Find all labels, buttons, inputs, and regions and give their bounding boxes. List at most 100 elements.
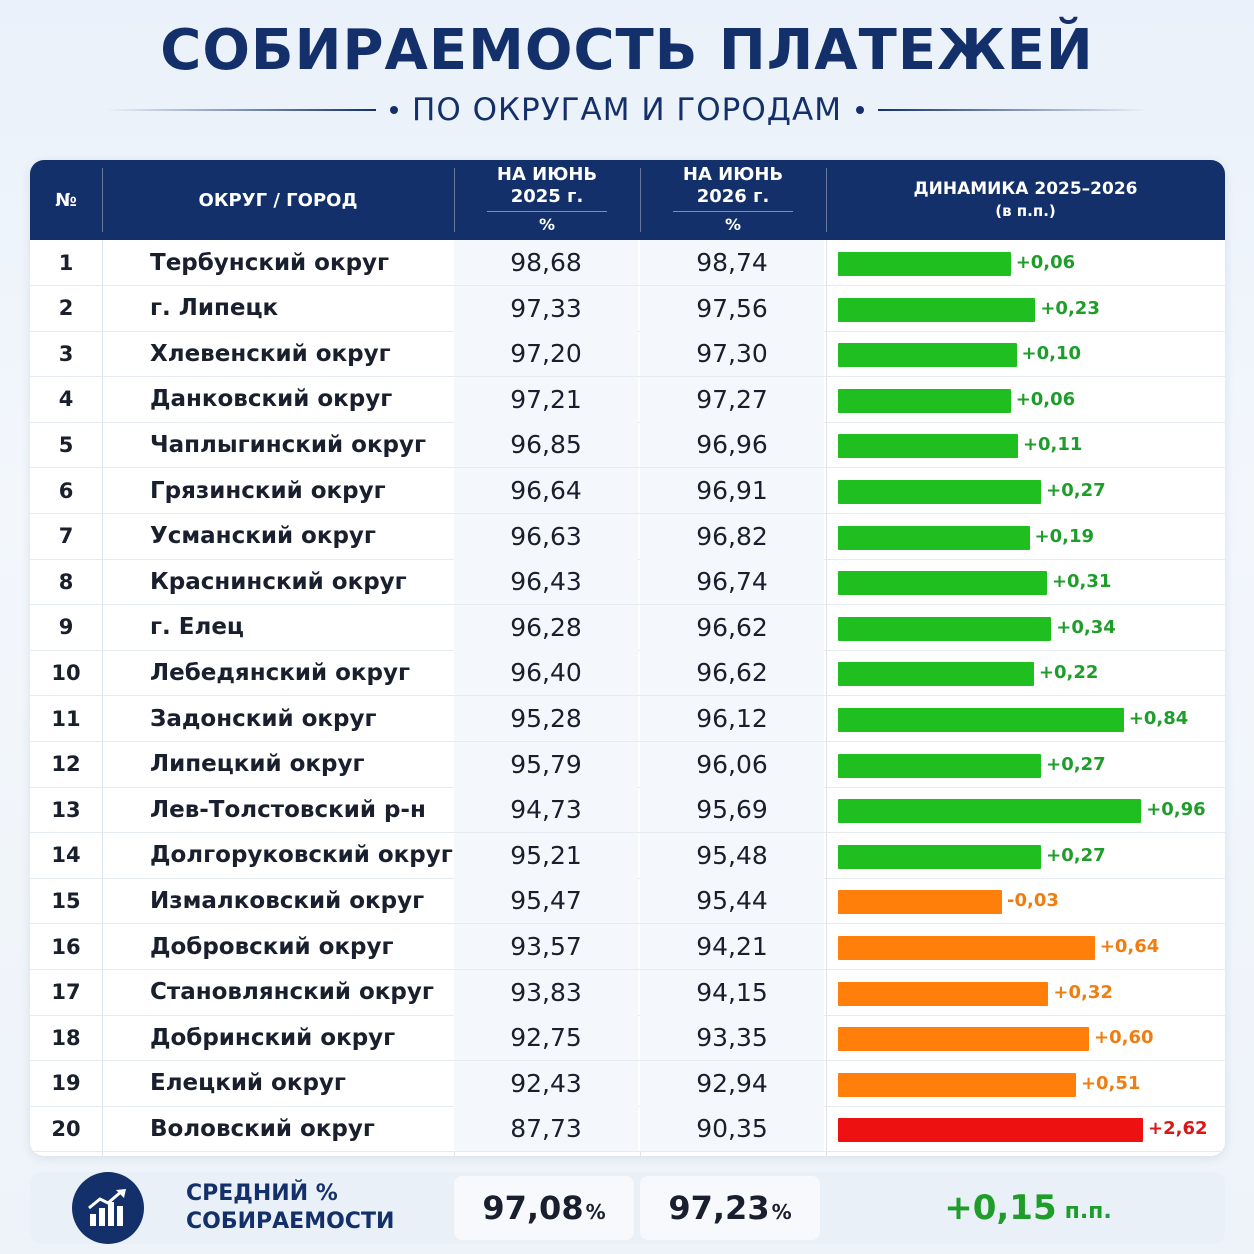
- value-2025: 97,21: [454, 376, 638, 422]
- table-row: 16 Добровский округ 93,57 94,21 +0,64: [30, 924, 1225, 970]
- table-row: 11 Задонский округ 95,28 96,12 +0,84: [30, 696, 1225, 742]
- value-2026: 94,21: [640, 924, 824, 969]
- district-name: Добринский округ: [150, 1024, 396, 1051]
- row-number: 8: [58, 569, 74, 594]
- value-2025: 95,79: [454, 741, 638, 787]
- district-name: Чаплыгинский округ: [150, 431, 427, 458]
- header-separator: [826, 168, 827, 232]
- value-2026: 92,94: [640, 1060, 824, 1106]
- average-delta-value: +0,15: [944, 1188, 1057, 1228]
- table-row: 6 Грязинский округ 96,64 96,91 +0,27: [30, 468, 1225, 514]
- dynamics-bar: [838, 1072, 1076, 1097]
- district-name: Лебедянский округ: [150, 659, 410, 686]
- value-2025: 96,28: [454, 604, 638, 650]
- table-row: 5 Чаплыгинский округ 96,85 96,96 +0,11: [30, 422, 1225, 469]
- district-name: Грязинский округ: [150, 477, 386, 504]
- value-2026: 97,30: [640, 331, 824, 377]
- dynamics-bar: [838, 890, 1002, 915]
- dynamics-label: +0,27: [1046, 753, 1106, 775]
- value-2026: 95,69: [640, 787, 824, 833]
- dynamics-cell: +0,10: [838, 331, 1218, 376]
- header-dynamics: ДИНАМИКА 2025–2026 (в п.п.): [826, 160, 1225, 240]
- header-separator: [640, 168, 641, 232]
- dynamics-bar: [838, 799, 1142, 824]
- dynamics-bar: [838, 525, 1030, 550]
- row-number: 4: [58, 387, 74, 412]
- row-number: 5: [58, 432, 74, 457]
- header-num: №: [55, 189, 77, 211]
- header-2025-unit: %: [538, 215, 556, 234]
- dynamics-label: +0,34: [1056, 616, 1116, 638]
- value-2025: 96,85: [454, 422, 638, 468]
- table-row: 13 Лев-Толстовский р-н 94,73 95,69 +0,96: [30, 787, 1225, 834]
- dynamics-bar: [838, 936, 1095, 960]
- dynamics-cell: +0,96: [838, 787, 1218, 832]
- row-number: 6: [58, 478, 74, 503]
- table-row: 12 Липецкий округ 95,79 96,06 +0,27: [30, 741, 1225, 788]
- dynamics-label: +0,96: [1146, 799, 1206, 821]
- row-number: 11: [51, 706, 81, 731]
- district-name: г. Елец: [150, 614, 244, 641]
- dynamics-bar: [838, 662, 1034, 687]
- table-row: 18 Добринский округ 92,75 93,35 +0,60: [30, 1015, 1225, 1062]
- value-2025: 97,33: [454, 285, 638, 331]
- dynamics-label: +0,19: [1034, 525, 1095, 547]
- table-row: 20 Воловский округ 87,73 90,35 +2,62: [30, 1106, 1225, 1153]
- column-separator: [102, 240, 103, 1156]
- row-number: 17: [51, 980, 81, 1005]
- dynamics-label: +0,32: [1053, 981, 1113, 1003]
- header-2026-year: 2026 г.: [696, 186, 770, 207]
- dynamics-cell: +0,84: [838, 696, 1218, 741]
- dynamics-cell: +0,06: [838, 377, 1218, 422]
- value-2026: 94,15: [640, 969, 824, 1015]
- dynamics-bar: [838, 1027, 1089, 1052]
- dynamics-cell: +0,31: [838, 559, 1218, 604]
- district-name: Хлевенский округ: [150, 340, 391, 367]
- dynamics-bar: [838, 708, 1124, 732]
- district-name: Липецкий округ: [150, 751, 365, 778]
- average-delta: +0,15 п.п.: [838, 1172, 1218, 1244]
- dynamics-label: -0,03: [1007, 890, 1059, 912]
- header-2026-top: НА ИЮНЬ: [682, 164, 784, 185]
- dynamics-cell: +0,06: [838, 240, 1218, 285]
- row-number: 1: [58, 250, 74, 275]
- dynamics-cell: +0,23: [838, 286, 1218, 331]
- collection-table: № ОКРУГ / ГОРОД НА ИЮНЬ 2025 г. % НА ИЮН…: [30, 160, 1225, 1156]
- district-name: Задонский округ: [150, 705, 377, 732]
- dynamics-cell: +0,22: [838, 650, 1218, 695]
- dynamics-cell: +0,32: [838, 970, 1218, 1015]
- dynamics-label: +0,23: [1040, 297, 1100, 319]
- average-2025-unit: %: [585, 1200, 606, 1224]
- dynamics-bar: [838, 434, 1018, 459]
- value-2026: 96,62: [640, 604, 824, 650]
- dynamics-cell: +0,19: [838, 514, 1218, 559]
- header-2026: НА ИЮНЬ 2026 г. %: [640, 160, 826, 240]
- value-2025: 92,43: [454, 1060, 638, 1106]
- row-number: 20: [51, 1116, 81, 1141]
- row-number: 19: [51, 1071, 81, 1096]
- value-2025: 95,28: [454, 696, 638, 741]
- value-2026: 96,91: [640, 468, 824, 513]
- dynamics-cell: -0,03: [838, 878, 1218, 923]
- row-number: 16: [51, 934, 81, 959]
- dynamics-cell: +0,27: [838, 468, 1218, 513]
- district-name: Воловский округ: [150, 1115, 375, 1142]
- value-2025: 96,64: [454, 468, 638, 513]
- value-2026: 90,35: [640, 1106, 824, 1152]
- dynamics-cell: +0,34: [838, 605, 1218, 650]
- value-2026: 96,12: [640, 696, 824, 741]
- dynamics-cell: +0,11: [838, 422, 1218, 467]
- table-row: 1 Тербунский округ 98,68 98,74 +0,06: [30, 240, 1225, 286]
- table-row: 2 г. Липецк 97,33 97,56 +0,23: [30, 285, 1225, 332]
- header-dynamics-title: ДИНАМИКА 2025–2026: [913, 179, 1138, 199]
- dynamics-label: +0,11: [1022, 434, 1083, 456]
- average-label-line2: СОБИРАЕМОСТИ: [186, 1209, 395, 1234]
- dynamics-cell: +0,64: [838, 924, 1218, 969]
- row-number: 12: [51, 752, 81, 777]
- dynamics-label: +0,60: [1094, 1027, 1154, 1049]
- row-number: 14: [51, 843, 81, 868]
- value-2026: 96,06: [640, 741, 824, 787]
- subtitle-row: ПО ОКРУГАМ И ГОРОДАМ: [0, 88, 1254, 132]
- district-name: Данковский округ: [150, 386, 393, 413]
- header-2026-unit: %: [724, 215, 742, 234]
